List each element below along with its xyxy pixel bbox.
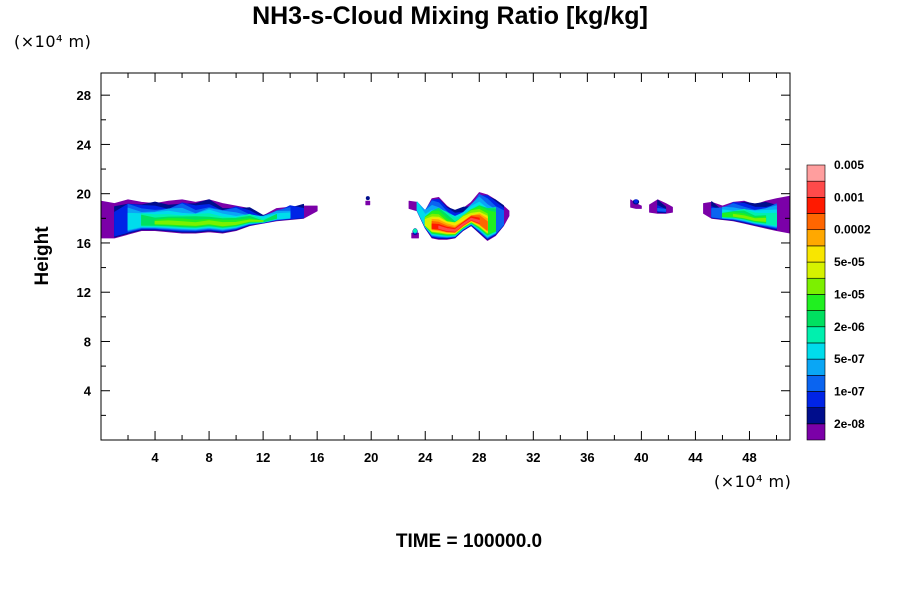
x-tick-label: 48 <box>742 450 756 465</box>
x-tick-label: 12 <box>256 450 270 465</box>
colorbar-swatch <box>806 180 826 198</box>
colorbar-label: 0.0002 <box>834 223 871 237</box>
y-tick-label: 8 <box>84 334 91 349</box>
colorbar-swatch <box>806 213 826 231</box>
y-tick-label: 24 <box>77 137 92 152</box>
y-tick-label: 16 <box>77 236 91 251</box>
colorbar-swatch <box>806 326 826 344</box>
x-tick-label: 40 <box>634 450 648 465</box>
cloud-contour-level <box>633 199 638 204</box>
colorbar-swatch <box>806 358 826 376</box>
y-tick-label: 20 <box>77 187 91 202</box>
colorbar: 2e-08 1e-07 5e-07 2e-06 1e-05 5e-05 0.0002 0.00… <box>806 158 871 441</box>
colorbar-label: 0.001 <box>834 190 864 204</box>
colorbar-swatch <box>806 310 826 328</box>
time-annotation: TIME = 100000.0 <box>395 531 543 552</box>
colorbar-label: 5e-07 <box>834 352 865 366</box>
cloud-contour-level <box>365 200 371 206</box>
x-tick-label: 20 <box>364 450 378 465</box>
x-axis-unit: (×10⁴ m) <box>714 472 792 491</box>
colorbar-swatch <box>806 277 826 295</box>
colorbar-swatch <box>806 342 826 360</box>
colorbar-swatch <box>806 294 826 311</box>
x-tick-label: 16 <box>310 450 324 465</box>
chart-title: NH3-s-Cloud Mixing Ratio [kg/kg] <box>252 2 648 30</box>
colorbar-swatch <box>806 261 826 279</box>
colorbar-label: 5e-05 <box>834 255 865 269</box>
colorbar-swatch <box>806 197 826 214</box>
cloud-contour-level <box>413 228 418 233</box>
colorbar-label: 1e-05 <box>834 287 865 301</box>
y-tick-label: 28 <box>77 88 91 103</box>
colorbar-swatch <box>806 374 826 392</box>
cloud-contour-level <box>365 196 370 201</box>
colorbar-swatch <box>806 423 826 441</box>
colorbar-swatch <box>806 229 826 247</box>
colorbar-swatch <box>806 391 826 408</box>
colorbar-swatch <box>806 164 826 182</box>
colorbar-swatch <box>806 407 826 425</box>
colorbar-label: 1e-07 <box>834 384 865 398</box>
y-tick-label: 12 <box>77 285 91 300</box>
x-tick-label: 24 <box>418 450 433 465</box>
plot-frame <box>100 72 791 441</box>
colorbar-label: 2e-06 <box>834 320 865 334</box>
y-axis-unit: (×10⁴ m) <box>14 32 92 51</box>
x-tick-label: 44 <box>688 450 703 465</box>
data-field <box>101 192 790 241</box>
x-tick-label: 32 <box>526 450 540 465</box>
x-tick-label: 4 <box>151 450 159 465</box>
cloud-contour-level <box>732 213 767 222</box>
colorbar-label: 0.005 <box>834 158 864 172</box>
x-tick-label: 28 <box>472 450 486 465</box>
cloud-contour-level <box>154 219 264 227</box>
cloud-contour-level <box>657 208 667 212</box>
colorbar-swatch <box>806 245 826 263</box>
x-tick-label: 36 <box>580 450 594 465</box>
x-tick-label: 8 <box>205 450 212 465</box>
y-tick-label: 4 <box>84 384 92 399</box>
colorbar-label: 2e-08 <box>834 417 865 431</box>
cloud-contour-level <box>438 217 480 232</box>
